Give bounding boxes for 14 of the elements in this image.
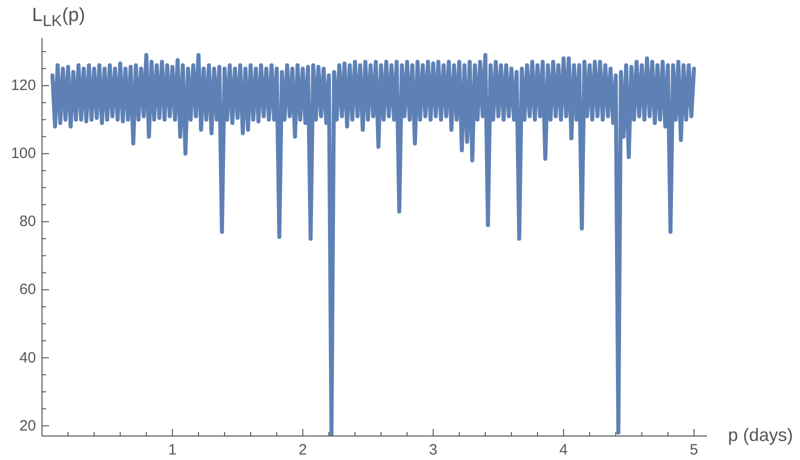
x-axis-title: p (days) — [728, 424, 794, 446]
x-tick-label: 4 — [559, 442, 568, 458]
y-tick-label: 60 — [19, 281, 36, 298]
x-tick-label: 5 — [690, 442, 698, 458]
y-tick-label: 80 — [19, 213, 36, 230]
y-tick-label: 120 — [10, 77, 36, 94]
line-series — [50, 53, 696, 436]
x-tick-label: 1 — [168, 442, 177, 458]
y-axis-title: L$_{LK}$(p) — [32, 4, 86, 32]
x-tick-label: 3 — [429, 442, 438, 458]
x-tick-label: 2 — [298, 442, 307, 458]
y-tick-label: 20 — [19, 417, 36, 434]
y-tick-label: 100 — [10, 145, 36, 162]
y-tick-label: 40 — [19, 349, 36, 366]
